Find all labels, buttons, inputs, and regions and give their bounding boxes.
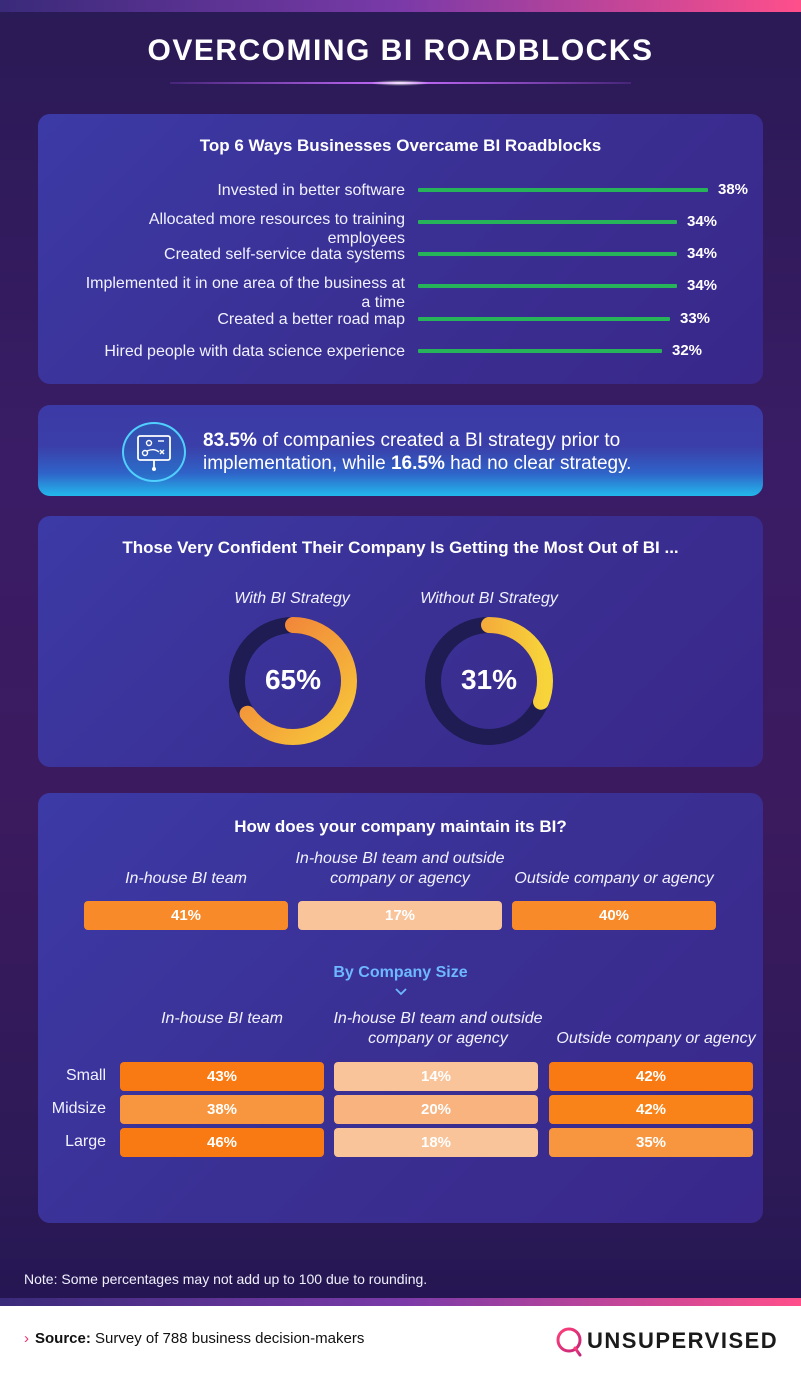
ways-bar-value: 34% <box>687 213 718 230</box>
ways-bar <box>418 317 670 321</box>
size-cell: 35% <box>549 1128 753 1157</box>
chevron-right-icon: › <box>24 1330 29 1347</box>
strategy-with-percent: 83.5% <box>203 430 257 451</box>
ways-bar <box>418 220 677 224</box>
donut-with-label: With BI Strategy <box>234 590 350 607</box>
source-text: Survey of 788 business decision-makers <box>90 1330 365 1347</box>
brand-logo: UNSUPERVISED <box>555 1324 785 1358</box>
maintain-title: How does your company maintain its BI? <box>234 817 567 836</box>
rounding-note: Note: Some percentages may not add up to… <box>24 1271 428 1287</box>
size-cell: 46% <box>120 1128 324 1157</box>
maintain-value-both: 17% <box>298 901 502 930</box>
maintain-value-inhouse: 41% <box>84 901 288 930</box>
ways-bar-value: 32% <box>672 342 703 359</box>
size-header-inhouse: In-house BI team <box>161 1010 283 1027</box>
strategy-banner: 83.5% of companies created a BI strategy… <box>38 405 763 496</box>
strategy-text-1: of companies created a BI strategy prior… <box>203 430 621 474</box>
donut-with-arc <box>229 617 357 745</box>
ways-bar-label: Invested in better software <box>217 182 405 199</box>
source-label: Source: <box>35 1330 91 1347</box>
size-row-label: Small <box>65 1067 106 1084</box>
size-cell: 18% <box>334 1128 538 1157</box>
donut-with-value: 65% <box>264 664 322 695</box>
strategy-statement: 83.5% of companies created a BI strategy… <box>203 429 743 475</box>
ways-bar-value: 38% <box>718 181 749 198</box>
by-company-size-label: By Company Size <box>333 964 468 981</box>
ways-bar <box>418 252 677 256</box>
maintain-header-outside: Outside company or agency <box>514 870 714 887</box>
maintain-header-both: In-house BI team and outside company or … <box>295 850 505 887</box>
size-cell: 42% <box>549 1095 753 1124</box>
ways-bar-value: 33% <box>680 310 711 327</box>
strategy-board-icon <box>122 422 186 482</box>
donut-charts <box>229 617 553 745</box>
brand-mark-icon <box>556 1327 582 1357</box>
ways-bar-value: 34% <box>687 277 718 294</box>
strategy-text-2: had no clear strategy. <box>444 453 632 474</box>
size-cell: 14% <box>334 1062 538 1091</box>
size-row-label: Midsize <box>51 1100 106 1117</box>
confidence-panel: Those Very Confident Their Company Is Ge… <box>38 516 763 767</box>
donut-without-value: 31% <box>460 664 518 695</box>
ways-bar-label: Created self-service data systems <box>164 246 405 263</box>
footer-accent-bar <box>0 1298 801 1306</box>
ways-bar-label: Allocated more resources to training emp… <box>148 211 405 247</box>
ways-bar <box>418 188 708 192</box>
maintain-header-inhouse: In-house BI team <box>125 870 247 887</box>
maintain-value-outside: 40% <box>512 901 716 930</box>
size-row-label: Large <box>65 1133 106 1150</box>
donut-without-label: Without BI Strategy <box>420 590 558 607</box>
title-underline <box>170 80 631 86</box>
source-line: › Source: Survey of 788 business decision… <box>24 1330 364 1347</box>
size-header-outside: Outside company or agency <box>556 1030 756 1047</box>
page-title: OVERCOMING BI ROADBLOCKS <box>147 34 654 67</box>
ways-bar-label: Implemented it in one area of the busine… <box>85 275 405 311</box>
donut-without-arc <box>425 617 553 745</box>
size-cell: 38% <box>120 1095 324 1124</box>
size-cell: 20% <box>334 1095 538 1124</box>
brand-name: UNSUPERVISED <box>587 1328 779 1353</box>
chevron-down-icon <box>395 988 407 996</box>
ways-bar-label: Hired people with data science experienc… <box>104 343 405 360</box>
maintain-panel: How does your company maintain its BI? I… <box>38 793 763 1223</box>
size-cell: 43% <box>120 1062 324 1091</box>
strategy-without-percent: 16.5% <box>390 453 445 474</box>
ways-title: Top 6 Ways Businesses Overcame BI Roadbl… <box>199 136 602 155</box>
top-accent-bar <box>0 0 801 12</box>
confidence-title: Those Very Confident Their Company Is Ge… <box>122 538 679 557</box>
ways-bar-value: 34% <box>687 245 718 262</box>
ways-bar-label: Created a better road map <box>217 311 405 328</box>
footer: › Source: Survey of 788 business decision… <box>0 1306 801 1376</box>
ways-bar <box>418 349 662 353</box>
size-cell: 42% <box>549 1062 753 1091</box>
size-header-both: In-house BI team and outside company or … <box>333 1010 543 1047</box>
ways-panel: Top 6 Ways Businesses Overcame BI Roadbl… <box>38 114 763 384</box>
ways-bar <box>418 284 677 288</box>
